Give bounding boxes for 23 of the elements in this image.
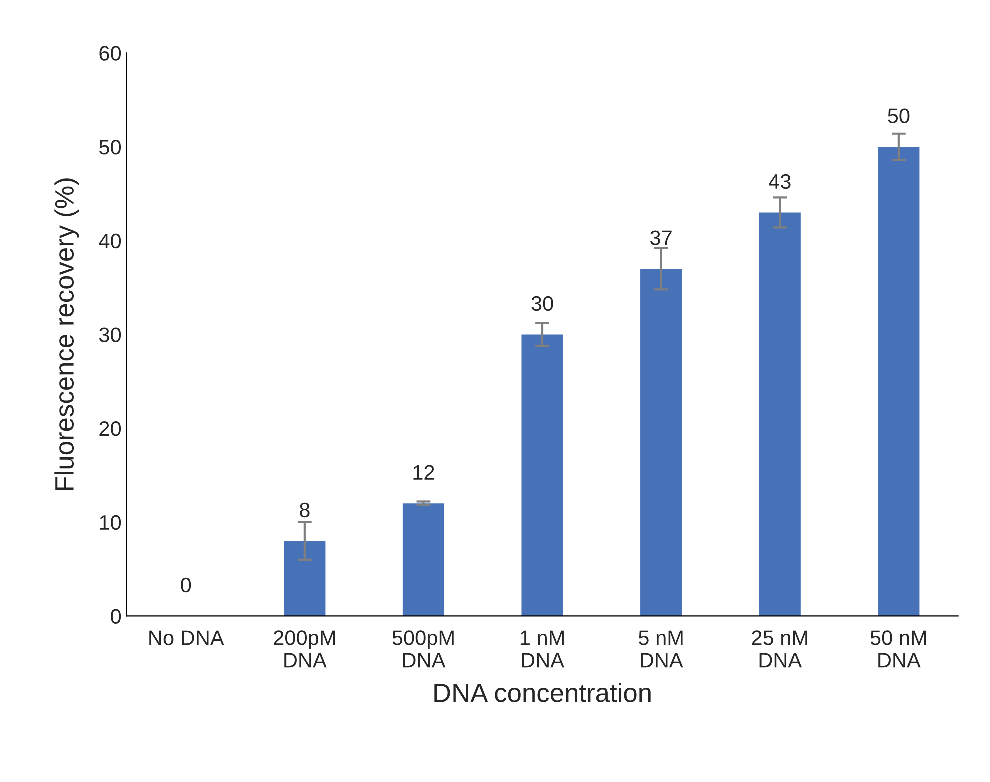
y-tick-label: 50	[100, 140, 122, 155]
x-tick-label: 25 nM DNA	[752, 630, 808, 668]
y-tick-label: 60	[100, 46, 122, 61]
x-tick-label: No DNA	[150, 630, 224, 646]
x-tick-label: 1 nM DNA	[520, 630, 564, 668]
y-tick-label: 40	[99, 234, 122, 249]
y-tick-label: 10	[100, 515, 122, 530]
x-tick-label: 200pM DNA	[274, 630, 336, 668]
x-tick-label: 500pM DNA	[392, 630, 454, 668]
x-axis-title: DNA concentration	[434, 683, 651, 702]
x-tick-label: 5 nM DNA	[638, 630, 684, 668]
data-label: 0	[181, 578, 192, 593]
x-tick-label: 50 nM DNA	[870, 630, 926, 668]
y-axis-title: Fluorescence recovery (%)	[54, 178, 80, 490]
y-tick-label: 20	[100, 422, 122, 436]
data-label: 12	[414, 465, 434, 480]
y-tick-label: 0	[111, 609, 122, 624]
data-label: 37	[650, 230, 672, 246]
data-label: 30	[532, 296, 554, 312]
data-label: 50	[888, 108, 910, 124]
data-label: 8	[300, 502, 310, 518]
data-label: 43	[769, 174, 791, 190]
y-tick-label: 30	[99, 328, 122, 342]
